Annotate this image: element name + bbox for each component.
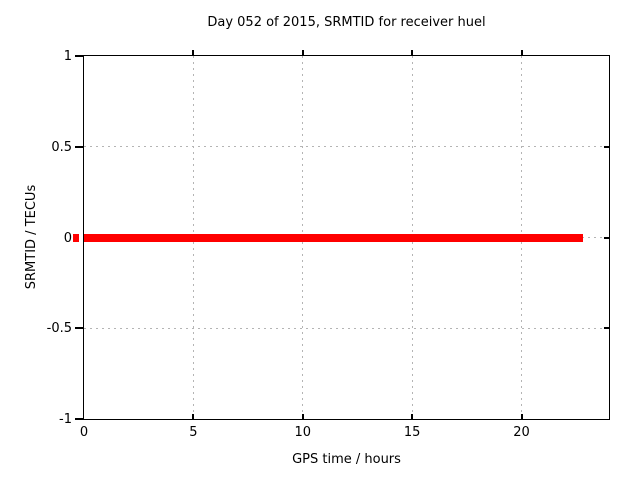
y-tick-left: [75, 418, 83, 420]
x-tick-label: 15: [403, 425, 421, 440]
chart-title: Day 052 of 2015, SRMTID for receiver hue…: [207, 15, 486, 30]
series-line-left-cap: [73, 233, 79, 242]
x-tick-bottom: [301, 414, 304, 419]
y-tick-right: [604, 327, 609, 330]
horizontal-gridline: [84, 327, 609, 329]
x-tick-label: 20: [513, 425, 530, 440]
x-tick-label: 5: [189, 425, 198, 440]
x-tick-bottom: [192, 414, 195, 419]
y-tick-label: -0.5: [46, 321, 72, 337]
x-tick-bottom: [520, 414, 523, 419]
x-tick-label: 0: [79, 425, 89, 440]
y-tick-right: [604, 145, 609, 148]
y-tick-label: 1: [63, 49, 72, 64]
x-tick-top: [301, 50, 304, 55]
y-tick-label: 0: [63, 230, 72, 246]
y-tick-left: [75, 145, 83, 148]
y-tick-right: [604, 236, 609, 239]
y-tick-left: [75, 327, 83, 330]
x-tick-top: [411, 50, 414, 55]
y-tick-label: 0.5: [51, 139, 72, 155]
plot-area: [73, 50, 610, 420]
y-tick-left: [75, 55, 83, 57]
x-axis-label: GPS time / hours: [292, 452, 401, 467]
x-tick-top: [192, 50, 195, 55]
series-line-srmtid: [84, 233, 583, 242]
horizontal-gridline: [84, 146, 609, 148]
x-tick-top: [520, 50, 523, 55]
x-tick-label: 10: [294, 425, 312, 440]
y-tick-label: -1: [59, 412, 72, 427]
x-tick-bottom: [411, 414, 414, 419]
